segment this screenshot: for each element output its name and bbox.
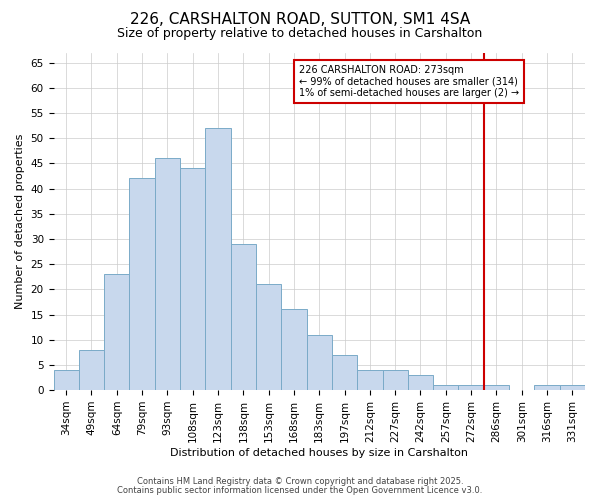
Bar (535, 385, 560, 390)
Bar (180, 168, 205, 390)
Text: Contains HM Land Registry data © Crown copyright and database right 2025.: Contains HM Land Registry data © Crown c… (137, 477, 463, 486)
Y-axis label: Number of detached properties: Number of detached properties (15, 134, 25, 309)
X-axis label: Distribution of detached houses by size in Carshalton: Distribution of detached houses by size … (170, 448, 468, 458)
Bar (484, 385, 509, 390)
Bar (53, 370, 79, 390)
Bar (383, 370, 408, 390)
Bar (230, 244, 256, 390)
Bar (256, 284, 281, 390)
Bar (332, 355, 357, 390)
Bar (130, 178, 155, 390)
Bar (458, 385, 484, 390)
Text: 226, CARSHALTON ROAD, SUTTON, SM1 4SA: 226, CARSHALTON ROAD, SUTTON, SM1 4SA (130, 12, 470, 28)
Bar (205, 128, 230, 390)
Bar (560, 385, 585, 390)
Bar (357, 370, 383, 390)
Bar (155, 158, 180, 390)
Text: Contains public sector information licensed under the Open Government Licence v3: Contains public sector information licen… (118, 486, 482, 495)
Text: Size of property relative to detached houses in Carshalton: Size of property relative to detached ho… (118, 28, 482, 40)
Bar (104, 274, 130, 390)
Text: 226 CARSHALTON ROAD: 273sqm
← 99% of detached houses are smaller (314)
1% of sem: 226 CARSHALTON ROAD: 273sqm ← 99% of det… (299, 65, 519, 98)
Bar (433, 385, 458, 390)
Bar (79, 350, 104, 390)
Bar (307, 334, 332, 390)
Bar (408, 375, 433, 390)
Bar (281, 310, 307, 390)
